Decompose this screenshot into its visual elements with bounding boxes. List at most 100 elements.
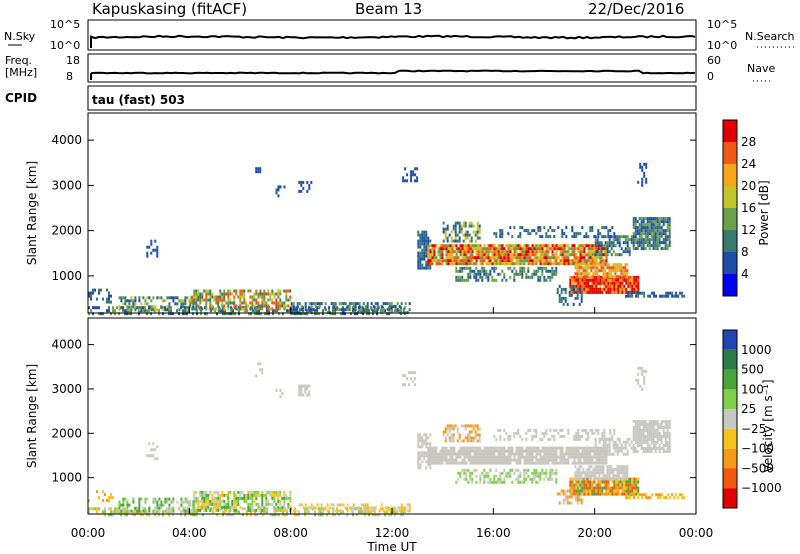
- range-gate-cell: [651, 291, 654, 295]
- range-gate-cell: [668, 226, 671, 230]
- range-gate-cell: [569, 492, 572, 496]
- range-gate-cell: [479, 244, 482, 248]
- range-gate-cell: [535, 247, 538, 251]
- range-gate-cell: [505, 278, 508, 282]
- range-gate-cell: [316, 302, 319, 306]
- range-gate-cell: [497, 247, 500, 251]
- colorbar-segment: [723, 369, 737, 390]
- range-gate-cell: [595, 259, 598, 263]
- range-gate-cell: [547, 275, 550, 279]
- range-gate-cell: [417, 445, 420, 449]
- range-gate-cell: [628, 238, 631, 242]
- range-gate-cell: [491, 461, 494, 465]
- range-gate-cell: [656, 238, 659, 242]
- range-gate-cell: [631, 291, 634, 295]
- range-gate-cell: [646, 244, 649, 248]
- range-gate-cell: [509, 455, 512, 459]
- range-gate-cell: [249, 289, 252, 293]
- range-gate-cell: [495, 446, 498, 450]
- range-gate-cell: [439, 461, 442, 465]
- range-gate-cell: [298, 390, 301, 394]
- range-gate-cell: [629, 489, 632, 493]
- range-gate-cell: [205, 307, 208, 311]
- range-gate-cell: [253, 499, 256, 503]
- range-gate-cell: [170, 312, 172, 316]
- range-gate-cell: [467, 259, 470, 263]
- range-gate-cell: [362, 312, 364, 316]
- range-gate-cell: [489, 449, 492, 453]
- range-gate-cell: [587, 486, 590, 490]
- range-gate-cell: [562, 302, 565, 306]
- range-gate-cell: [193, 505, 196, 509]
- range-gate-cell: [539, 461, 542, 465]
- range-gate-cell: [636, 432, 639, 435]
- range-gate-cell: [146, 251, 149, 255]
- range-gate-cell: [598, 263, 601, 267]
- range-gate-cell: [382, 306, 384, 310]
- range-gate-cell: [425, 254, 428, 258]
- range-gate-cell: [197, 496, 200, 500]
- range-gate-cell: [269, 502, 272, 506]
- range-gate-cell: [423, 245, 426, 249]
- range-gate-cell: [553, 262, 556, 266]
- range-gate-cell: [580, 501, 583, 505]
- range-gate-cell: [421, 251, 424, 255]
- range-gate-cell: [112, 309, 114, 313]
- range-gate-cell: [250, 513, 252, 517]
- range-gate-cell: [511, 452, 514, 456]
- range-gate-cell: [637, 372, 640, 376]
- range-gate-cell: [618, 446, 621, 450]
- range-gate-cell: [615, 486, 618, 490]
- colorbar-tick-label: −100: [741, 442, 774, 456]
- range-gate-cell: [453, 452, 456, 456]
- range-gate-cell: [453, 244, 456, 248]
- range-gate-cell: [619, 492, 622, 496]
- range-gate-cell: [605, 455, 608, 459]
- range-gate-cell: [130, 509, 133, 513]
- range-gate-cell: [451, 446, 454, 450]
- range-gate-cell: [148, 506, 151, 510]
- station-title: Kapuskasing (fitACF): [92, 0, 247, 18]
- range-gate-cell: [184, 509, 187, 513]
- range-gate-cell: [124, 299, 127, 303]
- range-gate-cell: [604, 446, 607, 450]
- range-gate-cell: [535, 452, 538, 456]
- range-gate-cell: [475, 250, 478, 254]
- range-gate-cell: [547, 455, 550, 459]
- range-gate-cell: [437, 455, 440, 459]
- range-gate-cell: [168, 503, 171, 507]
- range-gate-cell: [683, 496, 686, 500]
- range-gate-cell: [602, 471, 605, 475]
- range-gate-cell: [533, 269, 536, 273]
- range-gate-cell: [571, 281, 574, 285]
- range-gate-cell: [425, 236, 428, 240]
- range-gate-cell: [545, 431, 548, 435]
- range-gate-cell: [479, 458, 482, 462]
- range-gate-cell: [583, 275, 586, 279]
- range-gate-cell: [567, 458, 570, 462]
- range-gate-cell: [531, 272, 534, 276]
- range-gate-cell: [398, 309, 400, 313]
- range-gate-cell: [445, 446, 448, 450]
- range-gate-cell: [537, 266, 540, 270]
- range-gate-cell: [467, 250, 470, 254]
- range-gate-cell: [541, 256, 544, 260]
- range-gate-cell: [591, 483, 594, 487]
- range-gate-cell: [605, 483, 608, 487]
- range-gate-cell: [535, 250, 538, 254]
- range-gate-cell: [261, 508, 264, 512]
- range-gate-cell: [451, 250, 454, 254]
- range-gate-cell: [458, 236, 461, 240]
- range-gate-cell: [199, 307, 202, 311]
- range-gate-cell: [591, 480, 594, 484]
- range-gate-cell: [448, 233, 451, 237]
- range-gate-cell: [469, 477, 472, 481]
- range-gate-cell: [638, 223, 641, 227]
- range-gate-cell: [231, 505, 234, 509]
- range-gate-cell: [92, 291, 94, 295]
- range-gate-cell: [255, 167, 258, 171]
- range-gate-cell: [553, 256, 556, 260]
- nave-label: Nave: [747, 62, 775, 75]
- range-gate-cell: [116, 510, 118, 514]
- range-gate-cell: [277, 194, 280, 198]
